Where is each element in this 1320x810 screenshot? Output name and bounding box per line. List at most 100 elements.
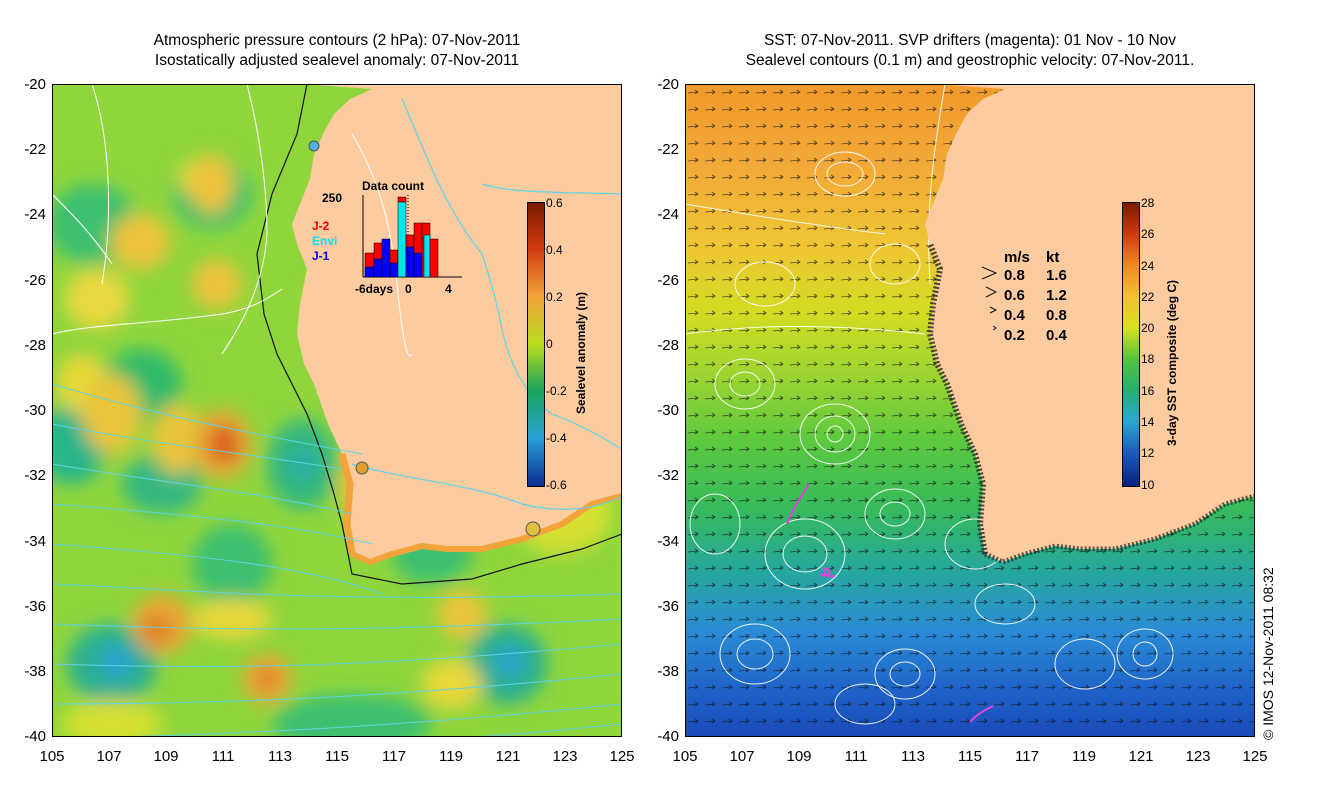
bar-j1 xyxy=(381,238,391,278)
velocity-arrow-scale xyxy=(981,266,998,331)
bar-j1 xyxy=(373,258,383,278)
sla-map-panel: Data count 250 J-2 Envi J-1 xyxy=(52,84,622,737)
lat-tick: -40 xyxy=(24,728,46,745)
bar-j1 xyxy=(364,266,375,278)
lon-tick: 113 xyxy=(268,748,292,765)
right-title-line1: SST: 07-Nov-2011. SVP drifters (magenta)… xyxy=(763,32,1177,49)
coastal-current-arrows xyxy=(926,242,988,555)
sst-cb-tick: 14 xyxy=(1141,415,1155,429)
velocity-row-ms: 0.8 xyxy=(1004,267,1025,284)
sla-cb-tick: -0.6 xyxy=(546,478,567,492)
lon-tick: 113 xyxy=(901,748,925,765)
sst-colorbar xyxy=(1122,202,1140,487)
sst-cb-tick: 22 xyxy=(1141,290,1155,304)
sla-cb-tick: 0.6 xyxy=(546,196,563,210)
lon-tick: 121 xyxy=(1128,748,1154,765)
bar-j2 xyxy=(429,238,439,278)
sla-pressure-contours xyxy=(52,383,622,737)
tide-gauge-marker xyxy=(355,461,369,475)
lon-tick: 109 xyxy=(786,748,812,765)
lat-tick: -40 xyxy=(657,728,679,745)
sst-cb-tick: 10 xyxy=(1141,478,1155,492)
lon-tick: 117 xyxy=(382,748,406,765)
lon-tick: 111 xyxy=(211,748,235,765)
sst-cb-tick: 28 xyxy=(1141,196,1155,210)
sla-coastal-fringe xyxy=(350,493,622,566)
velocity-header-kt: kt xyxy=(1046,249,1060,266)
sst-colorbar-label: 3-day SST composite (deg C) xyxy=(1165,279,1179,446)
sst-cb-tick: 12 xyxy=(1141,446,1155,460)
lat-tick: -28 xyxy=(657,337,679,354)
lon-tick: 107 xyxy=(96,748,122,765)
velocity-row-ms: 0.6 xyxy=(1004,287,1025,304)
sla-colorbar-label: Sealevel anomaly (m) xyxy=(574,291,588,414)
lon-tick: 105 xyxy=(39,748,65,765)
sla-cb-tick: -0.2 xyxy=(546,384,567,398)
velocity-row-kt: 1.6 xyxy=(1046,267,1067,284)
lat-tick: -38 xyxy=(24,663,46,680)
lon-tick: 123 xyxy=(552,748,578,765)
sst-map-frame xyxy=(685,84,1255,737)
lat-tick: -22 xyxy=(657,141,679,158)
lat-tick: -38 xyxy=(657,663,679,680)
lat-tick: -36 xyxy=(24,598,46,615)
lon-tick: 109 xyxy=(153,748,179,765)
data-count-histogram xyxy=(362,195,462,278)
lat-tick: -36 xyxy=(657,598,679,615)
sla-shelf-contour xyxy=(256,84,622,585)
lon-tick: 121 xyxy=(495,748,521,765)
lon-tick: 117 xyxy=(1015,748,1039,765)
sla-white-contours xyxy=(52,84,413,357)
sst-cb-tick: 16 xyxy=(1141,384,1155,398)
velocity-row-ms: 0.4 xyxy=(1004,307,1025,324)
lon-tick: 111 xyxy=(844,748,868,765)
lat-tick: -28 xyxy=(24,337,46,354)
lat-tick: -20 xyxy=(24,76,46,93)
velocity-legend: m/s kt 0.8 1.6 0.6 1.2 0.4 0.8 0.2 0.4 xyxy=(980,249,1090,349)
lat-tick: -30 xyxy=(657,402,679,419)
imos-credit: © IMOS 12-Nov-2011 08:32 xyxy=(1260,567,1276,740)
lon-tick: 107 xyxy=(729,748,755,765)
svp-drifter-tracks xyxy=(786,483,994,723)
sst-cb-tick: 18 xyxy=(1141,352,1155,366)
tide-gauge-marker xyxy=(525,521,541,537)
bar-j1 xyxy=(413,252,423,278)
sst-map xyxy=(685,84,1255,737)
sla-cb-tick: 0 xyxy=(546,337,553,351)
bar-j1 xyxy=(405,246,415,278)
data-count-inset: Data count 250 J-2 Envi J-1 xyxy=(312,179,477,309)
lon-tick: 123 xyxy=(1185,748,1211,765)
lon-tick: 105 xyxy=(672,748,698,765)
velocity-row-kt: 0.4 xyxy=(1046,327,1067,344)
bar-j1 xyxy=(389,262,399,278)
tide-gauge-marker xyxy=(308,140,320,152)
lat-tick: -22 xyxy=(24,141,46,158)
velocity-row-kt: 1.2 xyxy=(1046,287,1067,304)
data-count-xlabel-zero: 0 xyxy=(405,282,412,296)
lon-tick: 125 xyxy=(609,748,635,765)
sst-land-australia xyxy=(925,84,1255,562)
sst-cb-tick: 26 xyxy=(1141,227,1155,241)
lat-tick: -32 xyxy=(657,467,679,484)
data-count-xlabel-end: 4 xyxy=(445,282,452,296)
lat-tick: -24 xyxy=(657,206,679,223)
lon-tick: 119 xyxy=(1072,748,1096,765)
lat-tick: -34 xyxy=(657,533,679,550)
sla-colorbar xyxy=(527,202,545,487)
velocity-row-kt: 0.8 xyxy=(1046,307,1067,324)
left-title-line1: Atmospheric pressure contours (2 hPa): 0… xyxy=(153,32,521,49)
lat-tick: -30 xyxy=(24,402,46,419)
lon-tick: 115 xyxy=(958,748,982,765)
left-title-line2: Isostatically adjusted sealevel anomaly:… xyxy=(154,52,520,69)
legend-j1: J-1 xyxy=(312,249,330,263)
velocity-header-ms: m/s xyxy=(1004,249,1030,266)
lat-tick: -20 xyxy=(657,76,679,93)
legend-envi: Envi xyxy=(312,234,338,248)
lat-tick: -32 xyxy=(24,467,46,484)
sla-cb-tick: -0.4 xyxy=(546,431,567,445)
sst-map-panel: m/s kt 0.8 1.6 0.6 1.2 0.4 0.8 0.2 0.4 2… xyxy=(685,84,1255,737)
right-title-line2: Sealevel contours (0.1 m) and geostrophi… xyxy=(745,52,1195,69)
lon-tick: 119 xyxy=(439,748,463,765)
data-count-xlabel-start: -6days xyxy=(355,282,394,296)
lon-tick: 125 xyxy=(1242,748,1268,765)
